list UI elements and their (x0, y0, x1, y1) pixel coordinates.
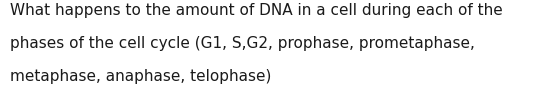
Text: metaphase, anaphase, telophase): metaphase, anaphase, telophase) (10, 69, 271, 84)
Text: phases of the cell cycle (G1, S,G2, prophase, prometaphase,: phases of the cell cycle (G1, S,G2, prop… (10, 36, 475, 51)
Text: What happens to the amount of DNA in a cell during each of the: What happens to the amount of DNA in a c… (10, 3, 503, 18)
